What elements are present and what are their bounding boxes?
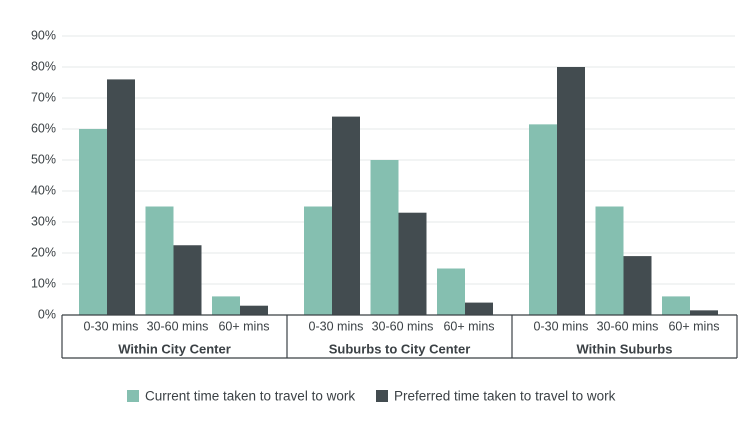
y-tick-label: 40%: [31, 183, 56, 197]
x-tick-label: 0-30 mins: [309, 319, 364, 333]
bar: [529, 124, 557, 315]
y-tick-label: 0%: [38, 307, 56, 321]
y-tick-label: 20%: [31, 245, 56, 259]
legend-swatch: [127, 390, 139, 402]
bar: [557, 67, 585, 315]
bar: [79, 129, 107, 315]
x-tick-label: 0-30 mins: [534, 319, 589, 333]
legend-label: Preferred time taken to travel to work: [394, 389, 616, 404]
bar: [370, 160, 399, 315]
bar: [690, 310, 718, 315]
bar: [662, 296, 690, 315]
bar: [465, 302, 493, 315]
x-tick-label: 30-60 mins: [147, 319, 209, 333]
bar: [623, 256, 652, 315]
legend-swatch: [376, 390, 388, 402]
bar: [398, 212, 427, 315]
legend-label: Current time taken to travel to work: [145, 389, 355, 404]
y-tick-label: 80%: [31, 59, 56, 73]
bar: [107, 79, 135, 316]
y-tick-label: 70%: [31, 90, 56, 104]
x-tick-label: 30-60 mins: [597, 319, 659, 333]
group-label: Within City Center: [118, 341, 231, 356]
y-tick-label: 30%: [31, 214, 56, 228]
bar: [332, 116, 360, 315]
bar: [240, 305, 268, 315]
group-label: Suburbs to City Center: [329, 341, 471, 356]
x-tick-label: 60+ mins: [218, 319, 269, 333]
y-tick-label: 60%: [31, 121, 56, 135]
y-tick-label: 10%: [31, 276, 56, 290]
x-tick-label: 30-60 mins: [372, 319, 434, 333]
x-tick-label: 60+ mins: [668, 319, 719, 333]
bar: [173, 245, 202, 315]
bar: [437, 268, 465, 315]
bar: [145, 206, 174, 315]
y-tick-label: 50%: [31, 152, 56, 166]
y-tick-label: 90%: [31, 28, 56, 42]
bar: [304, 206, 332, 315]
group-label: Within Suburbs: [577, 341, 673, 356]
x-tick-label: 0-30 mins: [84, 319, 139, 333]
x-tick-label: 60+ mins: [443, 319, 494, 333]
bar: [212, 296, 240, 315]
bar: [595, 206, 624, 315]
